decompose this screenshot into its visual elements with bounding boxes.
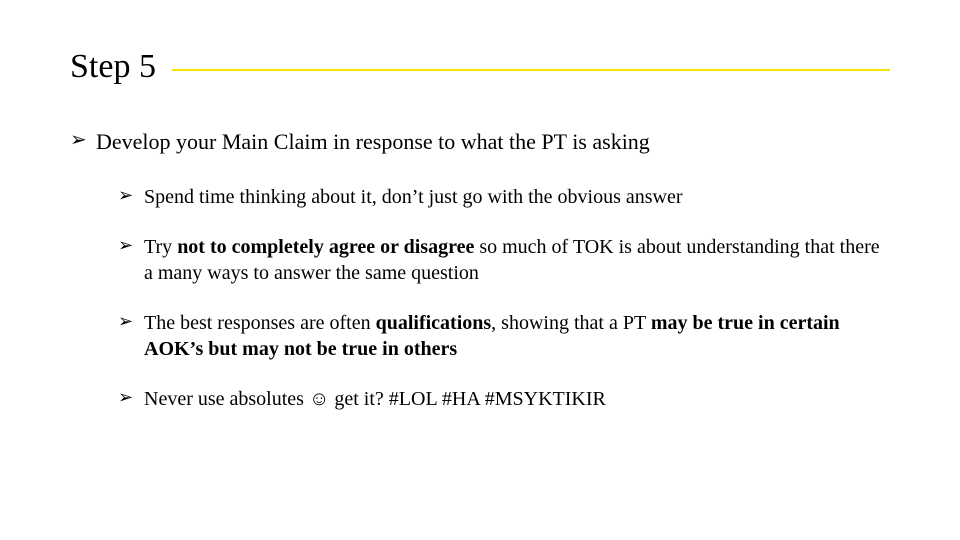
sub4-post: get it? #LOL #HA #MSYKTIKIR xyxy=(329,388,605,410)
title-row: Step 5 xyxy=(70,48,890,86)
bullet-list: Develop your Main Claim in response to w… xyxy=(70,128,890,412)
smile-icon: ☺ xyxy=(309,388,329,410)
sub2-pre: Try xyxy=(144,236,177,258)
sub-bullet-2: Try not to completely agree or disagree … xyxy=(118,234,890,286)
title-underline xyxy=(172,69,890,71)
bullet-main: Develop your Main Claim in response to w… xyxy=(70,128,890,412)
slide-title: Step 5 xyxy=(70,48,172,86)
sub-bullet-list: Spend time thinking about it, don’t just… xyxy=(96,184,890,412)
sub-bullet-3: The best responses are often qualificati… xyxy=(118,310,890,362)
sub3-pre: The best responses are often xyxy=(144,312,376,334)
sub-bullet-1-text: Spend time thinking about it, don’t just… xyxy=(144,186,683,208)
sub-bullet-4: Never use absolutes ☺ get it? #LOL #HA #… xyxy=(118,386,890,412)
sub2-bold: not to completely agree or disagree xyxy=(177,236,474,258)
sub3-bold1: qualifications xyxy=(376,312,492,334)
sub3-mid: , showing that a PT xyxy=(491,312,651,334)
bullet-main-text: Develop your Main Claim in response to w… xyxy=(96,129,650,154)
sub-bullet-1: Spend time thinking about it, don’t just… xyxy=(118,184,890,210)
slide: Step 5 Develop your Main Claim in respon… xyxy=(0,0,960,540)
sub4-pre: Never use absolutes xyxy=(144,388,309,410)
